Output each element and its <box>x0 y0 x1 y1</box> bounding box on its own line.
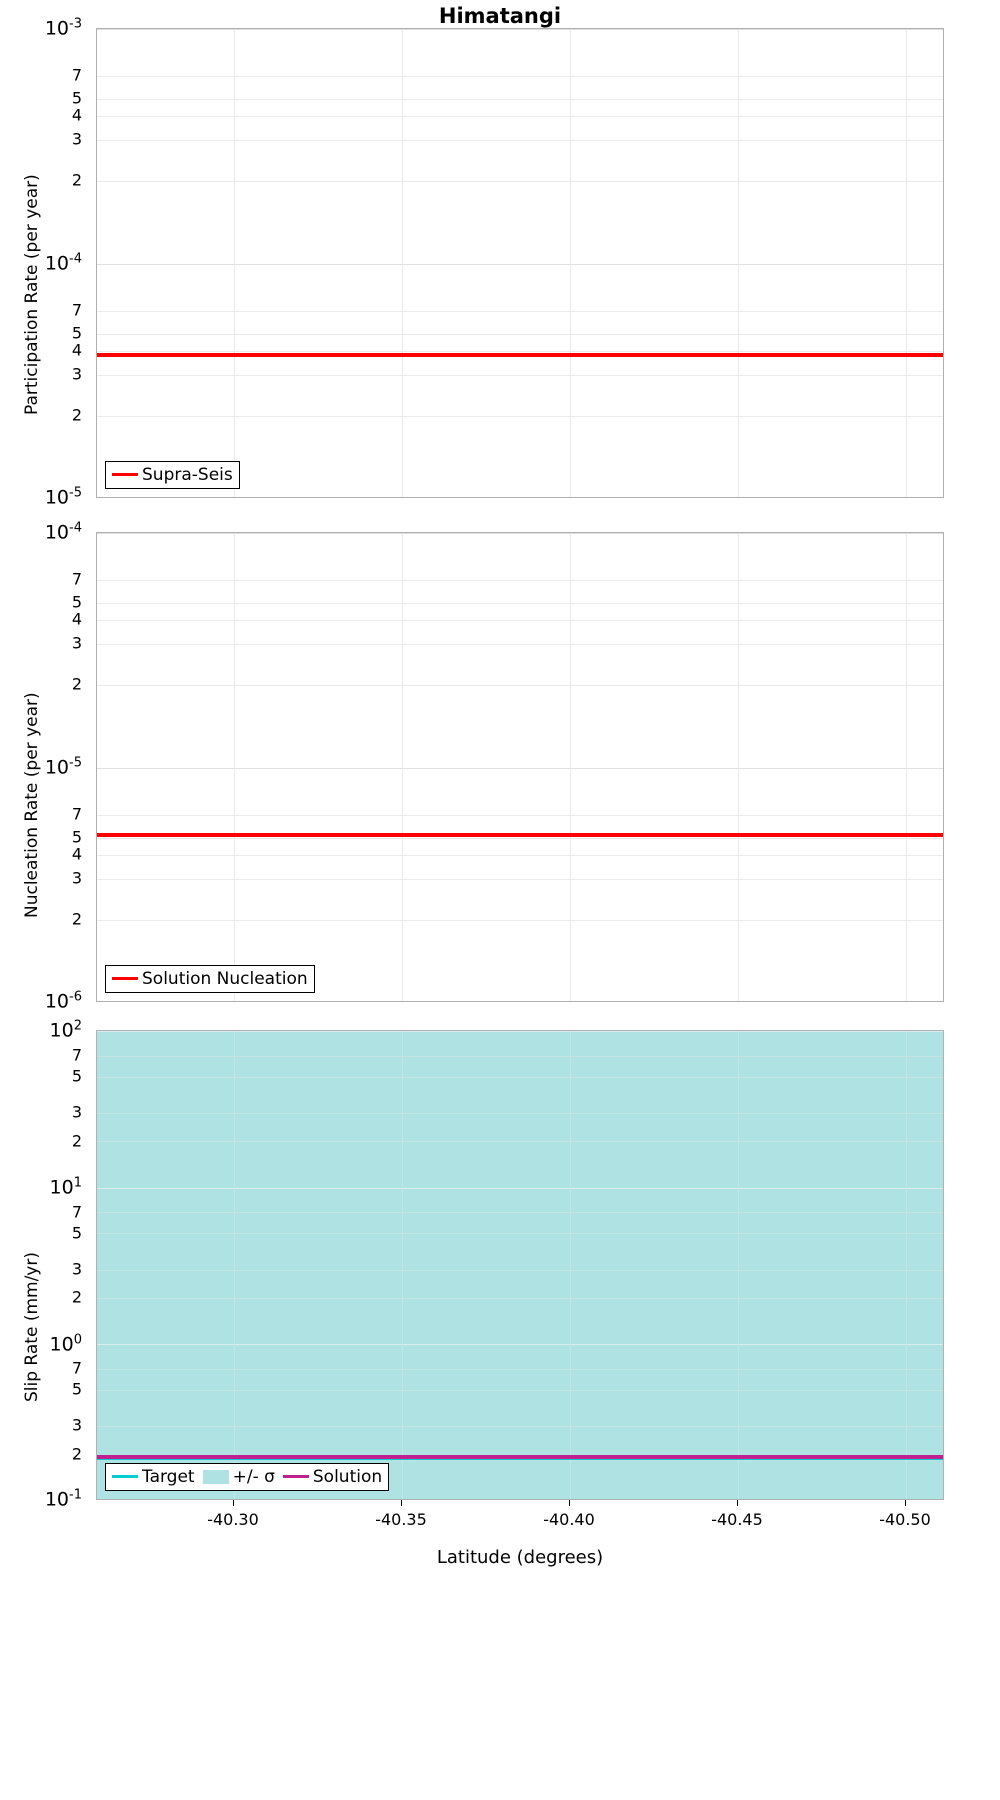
legend-swatch-solution-nucleation <box>112 977 138 980</box>
ytick-nucleation-4e-5: 4 <box>71 609 82 629</box>
legend-label-solution-nucleation: Solution Nucleation <box>142 968 308 989</box>
ytick-slip-70: 7 <box>71 1045 82 1065</box>
legend-label-supra-seis: Supra-Seis <box>142 464 233 485</box>
xtick-label-4: -40.45 <box>711 1510 763 1529</box>
series-sigma-band <box>97 1031 943 1499</box>
ytick-nucleation-4e-6: 4 <box>71 844 82 864</box>
ytick-nucleation-2e-5: 2 <box>71 674 82 694</box>
ytick-participation-4e-5: 4 <box>71 340 82 360</box>
ytick-participation-5e-4: 5 <box>71 88 82 108</box>
ytick-slip-1e0: 100 <box>49 1332 82 1356</box>
series-supra-seis <box>97 353 943 357</box>
ytick-slip-5: 5 <box>71 1223 82 1243</box>
legend-nucleation: Solution Nucleation <box>105 965 315 993</box>
ytick-nucleation-7e-6: 7 <box>71 804 82 824</box>
ytick-slip-1e1: 101 <box>49 1175 82 1199</box>
legend-label-solution: Solution <box>312 1466 383 1487</box>
ytick-nucleation-5e-5: 5 <box>71 592 82 612</box>
ytick-participation-1e-5: 10-5 <box>44 485 82 509</box>
legend-swatch-sigma <box>202 1469 229 1484</box>
legend-swatch-supra-seis <box>112 473 138 476</box>
axis-label-slip-x: Latitude (degrees) <box>436 1547 604 1568</box>
xtick-mark-4 <box>737 1500 738 1506</box>
plot-area-participation: Supra-Seis <box>96 28 944 498</box>
ytick-participation-1e-3: 10-3 <box>44 16 82 40</box>
ytick-participation-5e-5: 5 <box>71 323 82 343</box>
ytick-participation-7e-5: 7 <box>71 300 82 320</box>
legend-item-solution-nucleation: Solution Nucleation <box>112 969 308 989</box>
ytick-participation-2e-5: 2 <box>71 405 82 425</box>
ytick-slip-0p3: 3 <box>71 1415 82 1435</box>
plot-area-nucleation: Solution Nucleation <box>96 532 944 1002</box>
xtick-mark-3 <box>569 1500 570 1506</box>
xtick-label-5: -40.50 <box>879 1510 931 1529</box>
series-solution <box>97 1455 943 1459</box>
series-solution-nucleation <box>97 833 943 837</box>
ytick-nucleation-3e-5: 3 <box>71 633 82 653</box>
xtick-mark-1 <box>233 1500 234 1506</box>
xtick-mark-5 <box>905 1500 906 1506</box>
ytick-slip-0p2: 2 <box>71 1444 82 1464</box>
ytick-slip-0p5: 5 <box>71 1379 82 1399</box>
ytick-nucleation-7e-5: 7 <box>71 569 82 589</box>
ytick-slip-50: 5 <box>71 1066 82 1086</box>
legend-participation: Supra-Seis <box>105 461 240 489</box>
legend-slip: Target +/- σ Solution <box>105 1463 390 1491</box>
legend-item-target: Target <box>112 1467 203 1487</box>
ytick-nucleation-1e-5: 10-5 <box>44 755 82 779</box>
ytick-slip-7: 7 <box>71 1202 82 1222</box>
xtick-label-2: -40.35 <box>375 1510 427 1529</box>
legend-label-target: Target <box>142 1466 195 1487</box>
legend-swatch-target <box>112 1475 138 1478</box>
xtick-label-3: -40.40 <box>543 1510 595 1529</box>
ytick-participation-2e-4: 2 <box>71 170 82 190</box>
ytick-participation-1e-4: 10-4 <box>44 251 82 275</box>
ytick-slip-1e-1: 10-1 <box>44 1487 82 1511</box>
ytick-participation-3e-5: 3 <box>71 364 82 384</box>
plot-area-slip: Target +/- σ Solution <box>96 1030 944 1500</box>
xtick-label-1: -40.30 <box>207 1510 259 1529</box>
page-title: Himatangi <box>438 4 562 28</box>
ytick-nucleation-2e-6: 2 <box>71 909 82 929</box>
legend-item-solution: Solution <box>282 1466 383 1487</box>
panel-nucleation-rate: Nucleation Rate (per year) <box>0 508 1000 1020</box>
ytick-participation-4e-4: 4 <box>71 105 82 125</box>
ytick-slip-3: 3 <box>71 1259 82 1279</box>
ytick-nucleation-1e-4: 10-4 <box>44 520 82 544</box>
legend-item-sigma: +/- σ <box>202 1466 283 1487</box>
legend-swatch-solution <box>282 1475 309 1478</box>
ytick-slip-2: 2 <box>71 1287 82 1307</box>
ytick-slip-20: 2 <box>71 1131 82 1151</box>
ytick-slip-30: 3 <box>71 1102 82 1122</box>
panel-participation-rate: Participation Rate (per year) <box>0 0 1000 520</box>
legend-item-supra-seis: Supra-Seis <box>112 465 233 485</box>
ytick-participation-7e-4: 7 <box>71 65 82 85</box>
ytick-slip-0p7: 7 <box>71 1358 82 1378</box>
ytick-participation-3e-4: 3 <box>71 129 82 149</box>
xtick-mark-2 <box>401 1500 402 1506</box>
legend-label-sigma: +/- σ <box>232 1466 275 1487</box>
ytick-nucleation-3e-6: 3 <box>71 868 82 888</box>
ytick-nucleation-1e-6: 10-6 <box>44 989 82 1013</box>
panel-slip-rate: Slip Rate (mm/yr) <box>0 1002 1000 1800</box>
ytick-slip-1e2: 102 <box>49 1018 82 1042</box>
ytick-nucleation-5e-6: 5 <box>71 827 82 847</box>
